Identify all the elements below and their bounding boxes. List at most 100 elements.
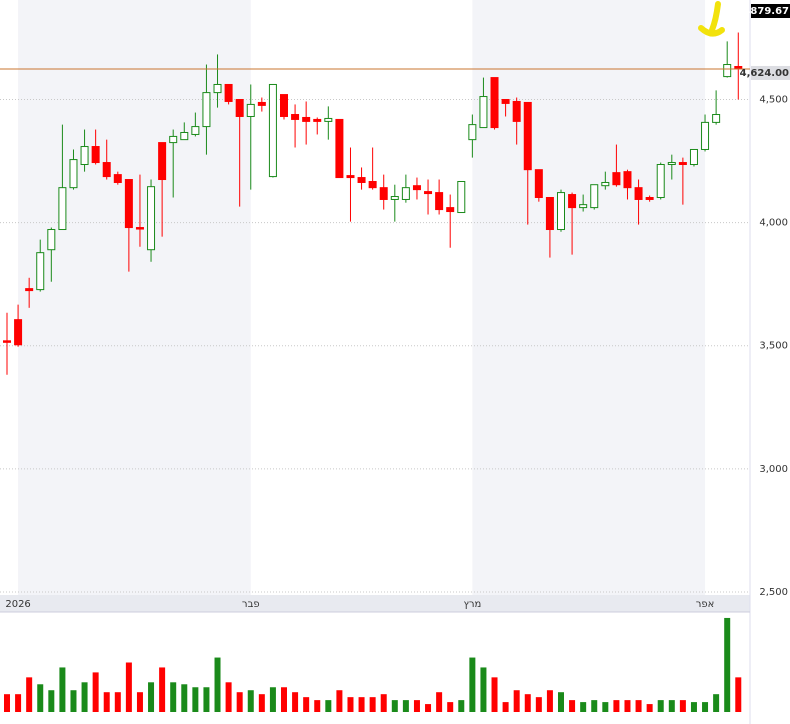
candle-body [623, 171, 632, 189]
candle-body [401, 187, 410, 200]
volume-bar [413, 700, 420, 712]
volume-bar [458, 700, 465, 712]
y-tick-label: 4,500 [759, 94, 788, 105]
volume-bar [325, 700, 332, 712]
candle-body [91, 146, 100, 164]
x-tick-label: פבר [242, 599, 260, 610]
volume-bar [380, 694, 387, 712]
candle-body [534, 169, 543, 199]
candle-body [656, 164, 665, 199]
volume-bar [103, 692, 110, 712]
volume-bar [236, 692, 243, 712]
volume-bar [358, 697, 365, 712]
volume-bar [580, 702, 587, 712]
volume-bar [159, 667, 166, 712]
volume-bar [436, 692, 443, 712]
volume-bar [635, 700, 642, 712]
volume-bar [502, 702, 509, 712]
volume-bar [602, 702, 609, 712]
volume-bar [247, 690, 254, 712]
volume-bar [269, 687, 276, 712]
candle-body [147, 186, 156, 251]
volume-bar [591, 700, 598, 712]
candle-body [412, 185, 421, 191]
volume-bar [81, 682, 88, 712]
volume-bar [724, 617, 731, 712]
candle-body [457, 180, 466, 214]
volume-bar [314, 700, 321, 712]
x-tick-label: מרץ [463, 599, 481, 610]
top-price-box [751, 4, 790, 18]
volume-bar [469, 657, 476, 712]
volume-bar [114, 692, 121, 712]
volume-bar [679, 700, 686, 712]
volume-bar [713, 694, 720, 712]
candle-body [712, 114, 721, 123]
top-price-label: 4879.67 [743, 6, 789, 17]
volume-bar [569, 700, 576, 712]
volume-bar [148, 682, 155, 712]
x-tick-label: 2026 [5, 599, 30, 610]
candle-body [435, 192, 444, 211]
volume-bar [181, 684, 188, 712]
candle-body [180, 131, 189, 141]
candle-body [80, 146, 89, 166]
candle-body [202, 92, 211, 128]
volume-bar [480, 667, 487, 712]
candle-body [723, 64, 732, 78]
candle-body [446, 207, 455, 213]
candle-body [601, 181, 610, 187]
volume-bar [613, 700, 620, 712]
volume-bar [646, 704, 653, 712]
y-tick-label: 4,000 [759, 218, 788, 229]
volume-bar [258, 694, 265, 712]
candle-body [390, 196, 399, 200]
highlight-arrow [698, 1, 725, 37]
candle-body [191, 126, 200, 135]
volume-bar [292, 692, 299, 712]
candle-body [335, 118, 344, 179]
volume-bar [624, 700, 631, 712]
volume-bar [347, 697, 354, 712]
candle-body [25, 288, 34, 292]
volume-bar [59, 667, 66, 712]
candle-body [579, 204, 588, 209]
candle-body [69, 159, 78, 189]
candle-body [169, 135, 178, 144]
candle-body [634, 187, 643, 200]
y-tick-label: 3,000 [759, 464, 788, 475]
candle-body [213, 83, 222, 94]
candle-body [158, 142, 167, 181]
volume-bar [26, 677, 33, 712]
volume-bar [690, 702, 697, 712]
candle-body [368, 180, 377, 189]
candle-body [324, 117, 333, 122]
candle-body [3, 340, 11, 343]
volume-bar [524, 694, 531, 712]
volume-bar [735, 677, 742, 712]
candle-body [36, 252, 45, 291]
volume-bar [425, 704, 432, 712]
candle-body [468, 124, 477, 141]
candle-body [235, 98, 244, 117]
candle-body [357, 177, 366, 183]
candle-body [612, 172, 621, 186]
volume-bar [4, 694, 10, 712]
month-band [472, 0, 706, 595]
y-tick-label: 3,500 [759, 341, 788, 352]
volume-bar [170, 682, 177, 712]
volume-bar [15, 694, 22, 712]
candle-body [523, 101, 532, 171]
volume-bar [225, 682, 232, 712]
candle-body [501, 98, 510, 104]
date-axis-band [0, 595, 750, 612]
candle-body [14, 319, 23, 346]
volume-bar [558, 692, 564, 712]
volume-bar [513, 690, 520, 712]
candle-body [701, 121, 710, 150]
candle-body [479, 96, 488, 129]
volume-bar [402, 700, 409, 712]
volume-bar [447, 702, 454, 712]
volume-bar [203, 687, 210, 712]
